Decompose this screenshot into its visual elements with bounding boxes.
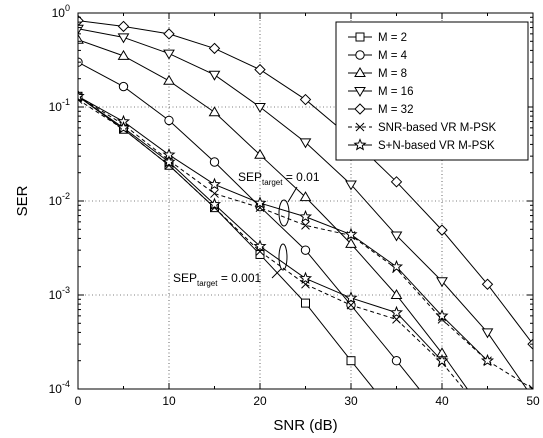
marker-diamond	[390, 176, 403, 188]
y-tick-label: 100	[52, 3, 70, 20]
marker-x	[210, 189, 219, 198]
marker-star	[389, 259, 404, 273]
marker-star	[389, 305, 404, 319]
marker-square	[346, 356, 356, 366]
marker-x	[301, 221, 310, 230]
marker-star	[480, 353, 495, 367]
legend-label: M = 4	[378, 50, 408, 62]
marker-square	[255, 249, 265, 259]
marker-triangle-down	[436, 277, 448, 288]
marker-x	[355, 122, 365, 132]
marker-triangle-up	[345, 237, 357, 248]
marker-star	[353, 138, 367, 151]
marker-star	[298, 209, 313, 223]
annotation-leader	[271, 268, 282, 279]
x-tick-label: 40	[435, 394, 449, 408]
x-tick-label: 50	[526, 394, 540, 408]
annotation-sep-001: SEPtarget = 0.01	[238, 170, 320, 187]
marker-triangle-up	[254, 148, 266, 159]
y-tick-label: 10-4	[49, 379, 70, 396]
marker-triangle-down	[345, 180, 357, 191]
marker-star	[344, 291, 358, 304]
legend: M = 2 M = 4 M = 8 M = 16 M = 32 SNR-based VR …	[335, 21, 529, 161]
annotation-ellipse	[278, 243, 288, 271]
marker-circle	[355, 50, 365, 60]
marker-circle	[118, 81, 129, 92]
marker-star	[116, 120, 131, 134]
marker-star	[435, 308, 449, 322]
x-tick-label: 20	[253, 394, 267, 408]
marker-triangle-down	[254, 103, 266, 113]
marker-star	[253, 196, 267, 209]
legend-label: M = 8	[378, 68, 407, 80]
marker-triangle-down	[354, 87, 366, 97]
marker-diamond	[299, 93, 312, 106]
marker-triangle-up	[390, 289, 403, 299]
marker-star	[207, 177, 222, 190]
x-tick-label: 30	[344, 394, 358, 408]
marker-star	[344, 227, 358, 241]
marker-diamond	[163, 28, 175, 40]
marker-diamond	[78, 14, 84, 27]
annotations: SEPtarget = 0.01 SEPtarget = 0.001	[173, 170, 320, 288]
marker-x	[528, 384, 533, 389]
marker-diamond	[254, 63, 266, 76]
marker-square	[355, 32, 365, 42]
legend-label: M = 32	[378, 104, 413, 116]
marker-circle	[164, 115, 174, 126]
legend-label: M = 16	[378, 86, 413, 98]
y-tick-label: 10-3	[49, 285, 70, 302]
marker-circle	[391, 356, 402, 366]
legend-label: S+N-based VR M-PSK	[378, 140, 495, 152]
marker-triangle-down	[390, 231, 403, 242]
marker-square	[301, 298, 310, 308]
marker-triangle-down	[117, 33, 130, 44]
marker-triangle-down	[163, 49, 175, 60]
marker-diamond	[481, 278, 494, 290]
series-line-6	[78, 95, 488, 362]
marker-star	[298, 271, 313, 284]
marker-triangle-down	[299, 138, 312, 149]
legend-label: M = 2	[378, 32, 407, 44]
annotation-leader	[287, 186, 298, 203]
marker-star	[162, 155, 176, 168]
y-tick-label: 10-1	[49, 97, 70, 114]
marker-circle	[209, 157, 220, 167]
marker-star	[207, 197, 222, 210]
marker-diamond	[354, 103, 366, 115]
marker-triangle-up	[354, 67, 366, 77]
annotation-ellipse	[278, 199, 290, 227]
marker-star	[435, 353, 449, 367]
axis-ticks: 0 10 20 30 40 50 100 10-1 10-2 10-3 10-4	[49, 3, 540, 408]
x-tick-label: 0	[75, 394, 82, 408]
marker-diamond	[436, 224, 448, 236]
marker-triangle-down	[208, 70, 221, 81]
x-axis-label: SNR (dB)	[273, 417, 337, 434]
y-tick-label: 10-2	[49, 191, 70, 208]
y-axis-label: SER	[14, 185, 31, 216]
series-line-2	[78, 39, 469, 389]
marker-triangle-up	[117, 49, 130, 60]
x-tick-label: 10	[162, 394, 176, 408]
marker-star	[253, 239, 267, 252]
marker-triangle-up	[163, 74, 175, 85]
marker-triangle-up	[208, 106, 221, 117]
marker-triangle-up	[299, 191, 312, 202]
annotation-sep-0001: SEPtarget = 0.001	[173, 271, 262, 288]
marker-star	[78, 89, 85, 102]
series-line-7	[78, 99, 465, 389]
series-line-5	[78, 95, 533, 389]
legend-label: SNR-based VR M-PSK	[378, 122, 497, 134]
marker-diamond	[208, 42, 221, 55]
marker-triangle-down	[481, 328, 494, 339]
marker-circle	[300, 245, 311, 255]
marker-diamond	[117, 20, 130, 33]
